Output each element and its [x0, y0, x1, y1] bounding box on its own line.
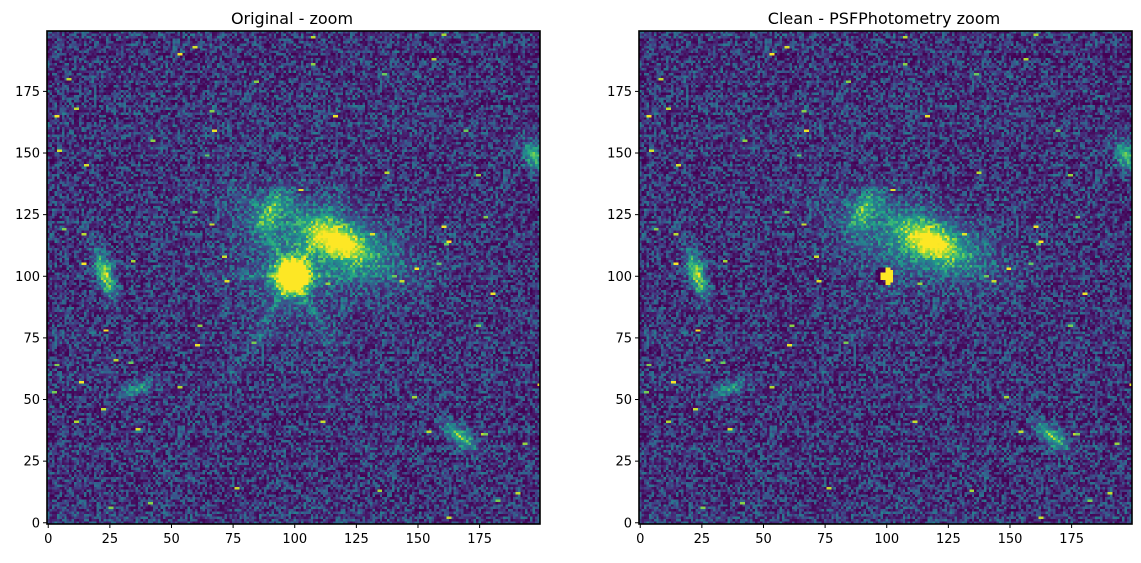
y-tick-label-clean: 125 — [607, 208, 632, 223]
panel-clean: Clean - PSFPhotometry zoom 0 25 50 75 100 125… — [607, 9, 1133, 547]
x-tick-label-clean: 150 — [998, 532, 1023, 547]
ticks-original: 0 25 50 75 100 125 150 175 0 25 50 75 100 125 150 175 — [15, 85, 492, 547]
y-tick-label-clean: 75 — [615, 331, 632, 346]
y-tick-label-clean: 150 — [607, 147, 632, 162]
plot-area-clean — [638, 30, 1133, 525]
x-tick-label-original: 150 — [406, 532, 431, 547]
plot-area-original — [46, 30, 541, 525]
y-tick-label-original: 25 — [23, 455, 40, 470]
y-tick-label-clean: 0 — [624, 516, 632, 531]
chart-title-clean: Clean - PSFPhotometry zoom — [768, 9, 1000, 28]
y-tick-label-original: 125 — [15, 208, 40, 223]
y-tick-label-original: 150 — [15, 147, 40, 162]
y-tick-label-original: 100 — [15, 270, 40, 285]
x-tick-label-clean: 175 — [1059, 532, 1084, 547]
ticks-clean: 0 25 50 75 100 125 150 175 0 25 50 75 100 125 150 175 — [607, 85, 1084, 547]
x-tick-label-clean: 50 — [755, 532, 772, 547]
x-tick-label-original: 25 — [102, 532, 119, 547]
y-tick-label-original: 0 — [32, 516, 40, 531]
heatmap-clean — [639, 31, 1132, 524]
x-tick-label-original: 100 — [282, 532, 307, 547]
y-tick-label-clean: 175 — [607, 85, 632, 100]
x-tick-label-clean: 125 — [936, 532, 961, 547]
y-tick-label-clean: 25 — [615, 455, 632, 470]
x-tick-label-clean: 100 — [874, 532, 899, 547]
axes-frame-clean — [638, 30, 1133, 525]
x-tick-label-original: 50 — [163, 532, 180, 547]
y-tick-label-original: 50 — [23, 393, 40, 408]
axes-frame-original — [46, 30, 541, 525]
x-tick-label-original: 125 — [344, 532, 369, 547]
y-tick-label-original: 75 — [23, 331, 40, 346]
y-tick-label-clean: 100 — [607, 270, 632, 285]
y-tick-label-clean: 50 — [615, 393, 632, 408]
x-tick-label-original: 0 — [44, 532, 52, 547]
heatmap-original — [47, 31, 540, 524]
x-tick-label-original: 75 — [225, 532, 242, 547]
x-tick-label-original: 175 — [467, 532, 492, 547]
panel-original: Original - zoom 0 25 50 75 100 125 150 175 0 25 50… — [15, 9, 541, 547]
x-tick-label-clean: 0 — [636, 532, 644, 547]
x-tick-label-clean: 25 — [694, 532, 711, 547]
chart-title-original: Original - zoom — [231, 9, 353, 28]
y-tick-label-original: 175 — [15, 85, 40, 100]
x-tick-label-clean: 75 — [817, 532, 834, 547]
